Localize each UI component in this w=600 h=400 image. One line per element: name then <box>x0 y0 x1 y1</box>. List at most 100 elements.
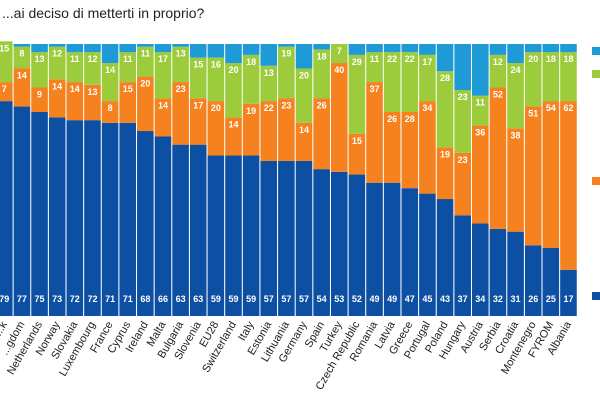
value-label-series-1-28: 32 <box>493 294 503 304</box>
value-label-series-2-27: 36 <box>475 128 485 138</box>
value-label-series-1-13: 59 <box>228 294 238 304</box>
value-label-series-1-10: 63 <box>176 294 186 304</box>
bar-segment-series-4-30 <box>524 44 542 53</box>
bar-segment-series-2-22 <box>383 112 401 183</box>
bar-segment-series-2-17 <box>295 122 313 161</box>
value-label-series-3-23: 22 <box>405 54 415 64</box>
bar-segment-series-4-2 <box>31 44 48 53</box>
value-label-series-2-10: 23 <box>176 84 186 94</box>
bar-segment-series-3-27 <box>472 95 489 126</box>
bar-segment-series-1-23 <box>401 188 419 316</box>
value-label-series-1-31: 25 <box>546 294 556 304</box>
value-label-series-2-16: 23 <box>281 100 291 110</box>
value-label-series-3-21: 11 <box>370 54 380 64</box>
bar-segment-series-1-5 <box>84 120 101 316</box>
value-label-series-3-14: 18 <box>246 57 256 67</box>
bar-segment-series-1-18 <box>313 169 330 316</box>
value-label-series-1-11: 63 <box>193 294 203 304</box>
value-label-series-3-28: 12 <box>493 57 503 67</box>
bar-segment-series-2-12 <box>207 101 225 156</box>
bar-segment-series-1-29 <box>507 231 524 316</box>
bar-segment-series-2-20 <box>348 133 366 175</box>
bar-segment-series-3-13 <box>225 63 242 118</box>
bar-segment-series-4-32 <box>560 44 577 53</box>
value-label-series-1-17: 57 <box>299 294 309 304</box>
chart-title: ...ai deciso di metterti in proprio? <box>2 5 205 21</box>
bar-segment-series-3-30 <box>524 52 542 107</box>
value-label-series-2-4: 14 <box>70 84 80 94</box>
value-label-series-2-29: 38 <box>511 130 521 140</box>
bar-segment-series-4-6 <box>101 44 119 64</box>
bar-segment-series-2-25 <box>436 147 454 200</box>
legend-swatch-series-2 <box>592 177 600 185</box>
bar-segment-series-1-25 <box>436 199 454 316</box>
bar-segment-series-4-10 <box>172 44 189 47</box>
value-label-series-2-13: 14 <box>228 119 238 129</box>
bar-segment-series-3-26 <box>454 90 471 153</box>
value-label-series-3-2: 13 <box>35 54 45 64</box>
bar-segment-series-3-1 <box>13 46 31 69</box>
bar-segment-series-4-20 <box>348 44 366 55</box>
bar-segment-series-1-4 <box>66 120 84 316</box>
value-label-series-2-2: 9 <box>37 90 42 100</box>
bar-segment-series-3-7 <box>119 52 137 83</box>
bar-segment-series-4-13 <box>225 44 242 64</box>
bar-segment-series-3-24 <box>419 54 436 102</box>
bar-segment-series-1-24 <box>419 193 436 316</box>
value-label-series-3-15: 13 <box>264 68 274 78</box>
bar-segment-series-4-1 <box>13 44 31 47</box>
bar-segment-series-2-4 <box>66 82 84 121</box>
value-label-series-1-25: 43 <box>440 294 450 304</box>
value-label-series-1-19: 53 <box>334 294 344 304</box>
bar-segment-series-2-32 <box>560 101 577 270</box>
legend-swatch-series-4 <box>592 47 600 55</box>
value-label-series-2-21: 37 <box>370 84 380 94</box>
bar-segment-series-1-6 <box>101 122 119 316</box>
bar-segment-series-3-5 <box>84 52 101 85</box>
value-label-series-1-9: 66 <box>158 294 168 304</box>
bar-segment-series-2-18 <box>313 98 330 170</box>
bar-segment-series-1-26 <box>454 215 471 316</box>
bar-segment-series-4-22 <box>383 44 401 53</box>
bar-segment-series-1-32 <box>560 269 577 316</box>
value-label-series-1-23: 47 <box>405 294 415 304</box>
bar-segment-series-1-2 <box>31 112 48 316</box>
value-label-series-2-20: 15 <box>352 136 362 146</box>
legend-swatch-series-3 <box>592 70 600 78</box>
bar-segment-series-2-26 <box>454 152 471 216</box>
bar-segment-series-1-1 <box>13 106 31 316</box>
bar-segment-series-1-0 <box>0 101 13 317</box>
bar-segment-series-2-11 <box>189 98 207 145</box>
value-label-series-3-17: 20 <box>299 70 309 80</box>
value-label-series-2-17: 14 <box>299 125 309 135</box>
bar-segment-series-4-26 <box>454 44 471 91</box>
bar-segment-series-4-11 <box>189 44 207 58</box>
value-label-series-1-0: 79 <box>0 294 9 304</box>
value-label-series-2-11: 17 <box>193 100 203 110</box>
value-label-series-1-16: 57 <box>281 294 291 304</box>
bar-segment-series-3-12 <box>207 57 225 102</box>
bar-segment-series-2-2 <box>31 87 48 112</box>
value-label-series-2-7: 15 <box>123 84 133 94</box>
value-label-series-1-32: 17 <box>563 294 573 304</box>
value-label-series-1-15: 57 <box>264 294 274 304</box>
value-label-series-3-16: 19 <box>281 49 291 59</box>
value-label-series-3-8: 11 <box>141 49 151 59</box>
bar-segment-series-4-31 <box>542 44 560 53</box>
bar-segment-series-4-25 <box>436 44 454 72</box>
value-label-series-1-29: 31 <box>511 294 521 304</box>
value-label-series-2-6: 8 <box>108 103 113 113</box>
value-label-series-3-0: 15 <box>0 43 9 53</box>
bar-segment-series-1-31 <box>542 248 560 316</box>
bar-segment-series-2-30 <box>524 106 542 246</box>
value-label-series-3-12: 16 <box>211 60 221 70</box>
bar-segment-series-4-28 <box>489 44 507 55</box>
bar-segment-series-4-24 <box>419 44 436 55</box>
bar-segment-series-1-8 <box>137 131 154 316</box>
bar-segment-series-3-23 <box>401 52 419 112</box>
bar-segment-series-2-6 <box>101 101 119 123</box>
bar-segment-series-2-15 <box>260 101 278 161</box>
bar-segment-series-2-23 <box>401 112 419 189</box>
value-label-series-2-23: 28 <box>405 114 415 124</box>
